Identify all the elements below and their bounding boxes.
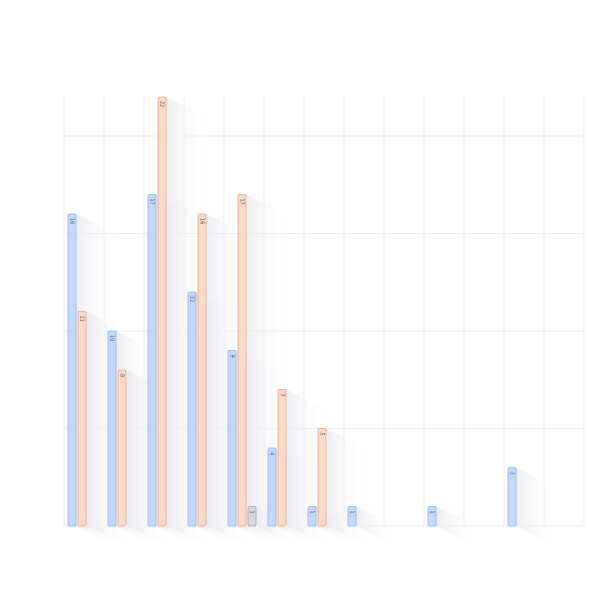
bar-value-label: 16 [69, 218, 75, 224]
bar-value-label: 22 [159, 101, 165, 107]
bar-value-label: 1 [249, 511, 255, 514]
bar-value-label: 1 [349, 511, 355, 514]
bar [77, 311, 87, 527]
bar-value-label: 10 [109, 335, 115, 341]
bar [187, 291, 197, 527]
bar [237, 194, 247, 527]
bar [107, 330, 117, 527]
bar [147, 194, 157, 527]
bar [507, 467, 517, 527]
bar-value-label: 17 [239, 199, 245, 205]
bar-shadow [256, 506, 301, 548]
bar [277, 389, 287, 527]
bar-value-label: 17 [149, 199, 155, 205]
bar [247, 506, 257, 527]
bar [67, 213, 77, 527]
bar-shadow [516, 467, 561, 548]
bar-value-label: 11 [79, 316, 85, 322]
bar-value-label: 7 [279, 394, 285, 397]
bar [197, 213, 207, 527]
bar-value-label: 1 [429, 511, 435, 514]
bar [347, 506, 357, 527]
bar-value-label: 9 [229, 355, 235, 358]
bar [307, 506, 317, 527]
bar [317, 428, 327, 527]
bar-value-label: 3 [509, 472, 515, 475]
bar [267, 447, 277, 527]
bar [427, 506, 437, 527]
bar [117, 369, 127, 527]
bars [67, 96, 517, 527]
bar-value-label: 4 [269, 452, 275, 455]
bar-value-label: 8 [119, 374, 125, 377]
bar [227, 350, 237, 527]
bar-value-label: 12 [189, 296, 195, 302]
bar-shadow [436, 506, 481, 548]
bar-shadow [356, 506, 401, 548]
bar-value-label: 5 [319, 433, 325, 436]
bar-value-label: 16 [199, 218, 205, 224]
bar [157, 96, 167, 527]
bar-value-label: 1 [309, 511, 315, 514]
